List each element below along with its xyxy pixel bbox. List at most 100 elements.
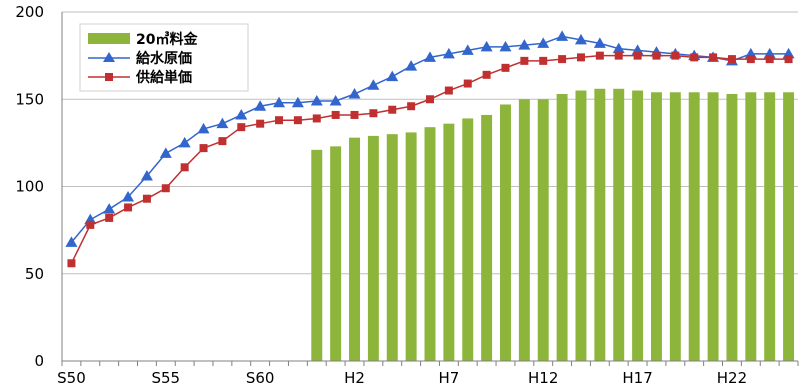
point-price-H5 [407,102,416,111]
bar-fee-H19 [669,92,681,362]
point-price-S56 [180,163,189,172]
bar-fee-H16 [613,88,625,361]
x-tick-label: H12 [528,369,558,387]
bar-fee-H1 [330,146,342,361]
point-cost-H1 [329,94,342,106]
point-cost-H3 [367,79,380,90]
y-tick-label: 0 [34,352,44,370]
point-price-S53 [124,203,133,212]
bar-fee-H20 [688,92,700,362]
point-cost-H15 [593,37,606,48]
point-cost-S50 [65,236,78,247]
axes [61,12,799,366]
point-price-H8 [463,79,472,88]
y-tick-label: 50 [25,265,44,283]
point-price-S62 [293,116,302,125]
point-cost-S60 [254,100,267,111]
bar-fee-H2 [349,137,360,361]
x-tick-label: H2 [344,369,365,387]
point-cost-H5 [405,60,418,71]
bar-fee-H8 [462,118,474,361]
bar-fee-H5 [405,132,417,361]
point-cost-S56 [178,136,191,148]
point-cost-H9 [480,40,493,52]
point-price-H23 [746,55,755,64]
point-price-H3 [369,109,378,118]
bar-fee-S63 [311,149,323,361]
x-tick-label: S60 [246,369,275,387]
x-tick-label: S50 [57,369,86,387]
point-cost-S53 [122,190,135,202]
point-cost-H10 [499,40,512,52]
x-axis-tick-labels: S50 S55 S60 H2 H7 H12 H17 H22 [57,369,747,387]
point-price-H6 [426,95,434,104]
point-cost-S61 [273,96,286,108]
point-cost-H6 [424,51,436,62]
bar-fee-H7 [443,123,455,362]
point-price-H10 [501,63,510,72]
point-price-H19 [671,51,680,60]
point-price-S50 [67,259,76,268]
bar-fee-H12 [537,99,549,361]
legend-label-price: 供給単価 [135,69,192,86]
bar-fee-H18 [650,92,662,362]
x-tick-label: H7 [438,369,459,387]
y-tick-label: 150 [15,90,44,108]
point-price-S58 [218,137,227,146]
legend-square-marker [105,73,113,81]
point-price-H14 [576,53,585,62]
bar-fee-H4 [386,134,398,361]
x-tick-label: S55 [151,369,180,387]
point-price-H16 [614,51,623,60]
point-cost-H11 [518,39,531,50]
bar-fee-H11 [518,99,530,361]
point-price-H21 [709,53,718,62]
bar-fee-H6 [424,127,436,361]
point-cost-H4 [386,70,399,82]
point-price-S55 [161,184,170,193]
point-price-S60 [256,119,265,128]
point-price-H11 [520,56,529,65]
point-price-H9 [482,70,491,79]
point-price-S59 [237,123,246,132]
point-cost-S62 [291,96,304,108]
legend: 20㎥料金 給水原価 供給単価 [79,23,249,92]
point-cost-S52 [103,203,116,214]
bar-fee-H13 [556,94,568,361]
point-price-S52 [105,213,114,222]
point-price-S57 [199,144,208,153]
x-tick-label: H17 [622,369,652,387]
point-cost-S54 [140,170,153,181]
bar-fee-H3 [367,135,379,361]
point-price-S51 [86,220,95,229]
bar-fee-H9 [481,114,493,361]
point-price-H24 [765,55,774,64]
point-price-H15 [595,51,604,60]
point-cost-H2 [348,88,361,99]
point-price-S54 [142,194,151,203]
point-cost-S58 [216,117,229,129]
bar-fee-H22 [726,94,738,361]
point-price-S63 [312,114,321,123]
point-price-H18 [652,51,661,60]
point-price-H7 [444,86,453,95]
legend-label-fee: 20㎥料金 [136,31,198,48]
bar-fee-H17 [632,90,644,362]
point-price-H13 [558,55,567,64]
legend-triangle-marker [103,52,115,62]
point-cost-H13 [556,30,569,41]
point-price-H12 [539,56,548,65]
point-cost-H14 [574,33,587,45]
point-price-H20 [690,53,699,62]
point-price-H22 [727,55,736,64]
bar-series [311,88,795,362]
y-tick-label: 100 [15,178,44,196]
y-tick-label: 200 [15,3,44,21]
point-price-H17 [633,51,642,60]
point-cost-H8 [461,44,474,55]
point-cost-H16 [612,42,625,54]
legend-swatch-bar [88,33,130,44]
point-price-H25 [784,55,793,64]
y-axis-tick-labels: 0 50 100 150 200 [15,3,44,370]
